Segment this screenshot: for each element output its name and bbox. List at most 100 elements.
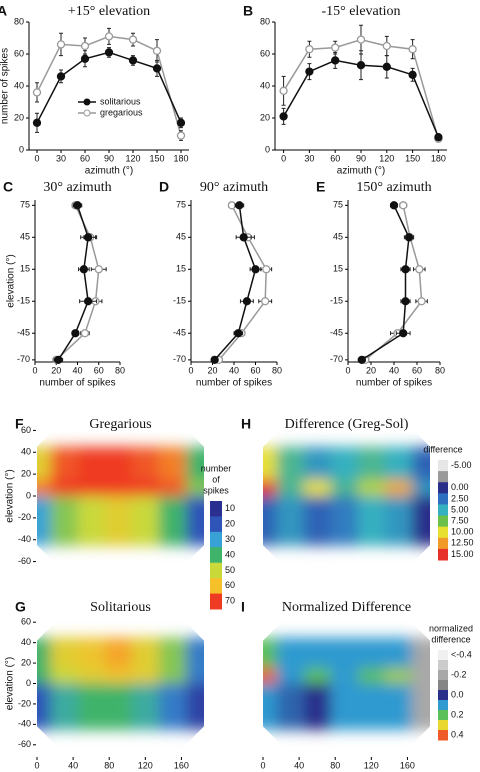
heatmap-cell (263, 637, 278, 669)
heatmap-cell (263, 446, 278, 481)
heatmap (263, 446, 430, 546)
x-tick-label: 80 (104, 760, 114, 770)
heatmap-cell (330, 683, 359, 730)
heatmap-cell (303, 446, 332, 481)
data-point (408, 70, 417, 79)
colorbar-tick-label: 10.00 (451, 527, 474, 537)
data-point (235, 201, 244, 210)
data-point (128, 56, 138, 65)
colorbar-swatch (210, 578, 222, 595)
heatmap-cell (411, 683, 430, 730)
colorbar-swatch (210, 547, 222, 564)
colorbar-swatch (438, 720, 448, 731)
data-point (279, 112, 288, 121)
colorbar-swatch (438, 537, 448, 550)
legend-marker (83, 109, 91, 117)
data-point (242, 297, 252, 306)
y-tick-label: 0 (26, 490, 31, 500)
data-point (79, 265, 89, 274)
heatmap-cell (37, 496, 52, 546)
colorbar-swatch (210, 593, 222, 610)
heatmap-cell (185, 683, 204, 730)
y-axis-label: number of spikes (0, 48, 11, 124)
y-tick-label: -40 (18, 534, 31, 544)
series-line (214, 205, 257, 361)
data-point (389, 201, 399, 210)
x-axis-label: number of spikes (39, 378, 115, 389)
heatmap-cell (77, 683, 106, 730)
x-tick-label: 60 (94, 365, 104, 375)
heatmap-cell (131, 446, 160, 481)
y-tick-label: 20 (260, 112, 270, 122)
colorbar-title: normalized (429, 623, 473, 633)
y-tick-label: 45 (20, 232, 30, 242)
y-tick-label: -15 (173, 296, 186, 306)
x-tick-label: 40 (294, 760, 304, 770)
heatmap-cell (330, 446, 359, 481)
data-point (80, 41, 90, 51)
data-point (279, 86, 288, 95)
colorbar-title: spikes (203, 485, 229, 495)
heatmap-cell (411, 446, 430, 481)
data-point (357, 355, 366, 365)
x-tick-label: 0 (32, 365, 37, 375)
series-line (364, 205, 423, 361)
x-tick-label: 60 (412, 365, 422, 375)
legend-marker (83, 98, 91, 106)
y-tick-label: 0 (26, 678, 31, 688)
x-axis-label: azimuth (°) (337, 166, 385, 177)
y-tick-label: 80 (14, 16, 24, 26)
panel-title: -15° elevation (321, 4, 400, 19)
data-point (80, 54, 90, 63)
data-point (152, 46, 162, 55)
x-tick-label: 20 (51, 365, 61, 375)
x-tick-label: 40 (68, 760, 78, 770)
x-tick-label: 120 (379, 153, 394, 163)
heatmap-cell (303, 496, 332, 546)
y-tick-label: -70 (17, 354, 30, 364)
series-line (218, 204, 268, 361)
y-tick-label: -60 (18, 556, 31, 566)
panel-title: 150° azimuth (356, 180, 431, 195)
y-axis-label: elevation (°) (5, 657, 16, 710)
heatmap-cell (276, 496, 305, 546)
x-tick-label: 0 (345, 365, 350, 375)
x-tick-label: 30 (56, 153, 66, 163)
data-point (305, 67, 314, 76)
y-tick-label: 45 (333, 232, 343, 242)
colorbar-swatch (438, 493, 448, 505)
heatmap (37, 637, 204, 730)
data-point (128, 35, 138, 44)
data-point (152, 64, 162, 73)
heatmap-cell (357, 637, 386, 669)
heatmap-cell (303, 637, 332, 669)
data-point (234, 329, 243, 338)
x-tick-label: 20 (207, 365, 217, 375)
data-point (305, 45, 314, 54)
colorbar-tick-label: 10 (225, 503, 235, 513)
heatmap-cell (384, 446, 413, 481)
x-tick-label: 30 (304, 153, 314, 163)
heatmap-cell (303, 683, 332, 730)
y-tick-label: -45 (330, 328, 343, 338)
y-axis-label: elevation (°) (6, 254, 17, 307)
panel-title: Normalized Difference (282, 600, 411, 615)
heatmap-cells (263, 446, 430, 546)
data-point (73, 201, 82, 210)
heatmap-cell (104, 496, 133, 546)
colorbar-tick-label: 0.2 (451, 709, 464, 719)
data-point (356, 35, 366, 44)
data-point (434, 133, 443, 142)
colorbar-swatch (438, 730, 448, 741)
heatmap-cell (411, 637, 430, 669)
x-tick-label: 0 (34, 153, 39, 163)
colorbar-swatch (438, 471, 448, 483)
data-point (210, 355, 219, 365)
panel-title: Difference (Greg-Sol) (285, 417, 409, 432)
data-point (56, 40, 66, 49)
data-point (399, 329, 408, 338)
x-tick-label: 160 (174, 760, 189, 770)
x-tick-label: 0 (34, 760, 39, 770)
y-tick-label: -45 (17, 328, 30, 338)
y-tick-label: 60 (260, 48, 270, 58)
